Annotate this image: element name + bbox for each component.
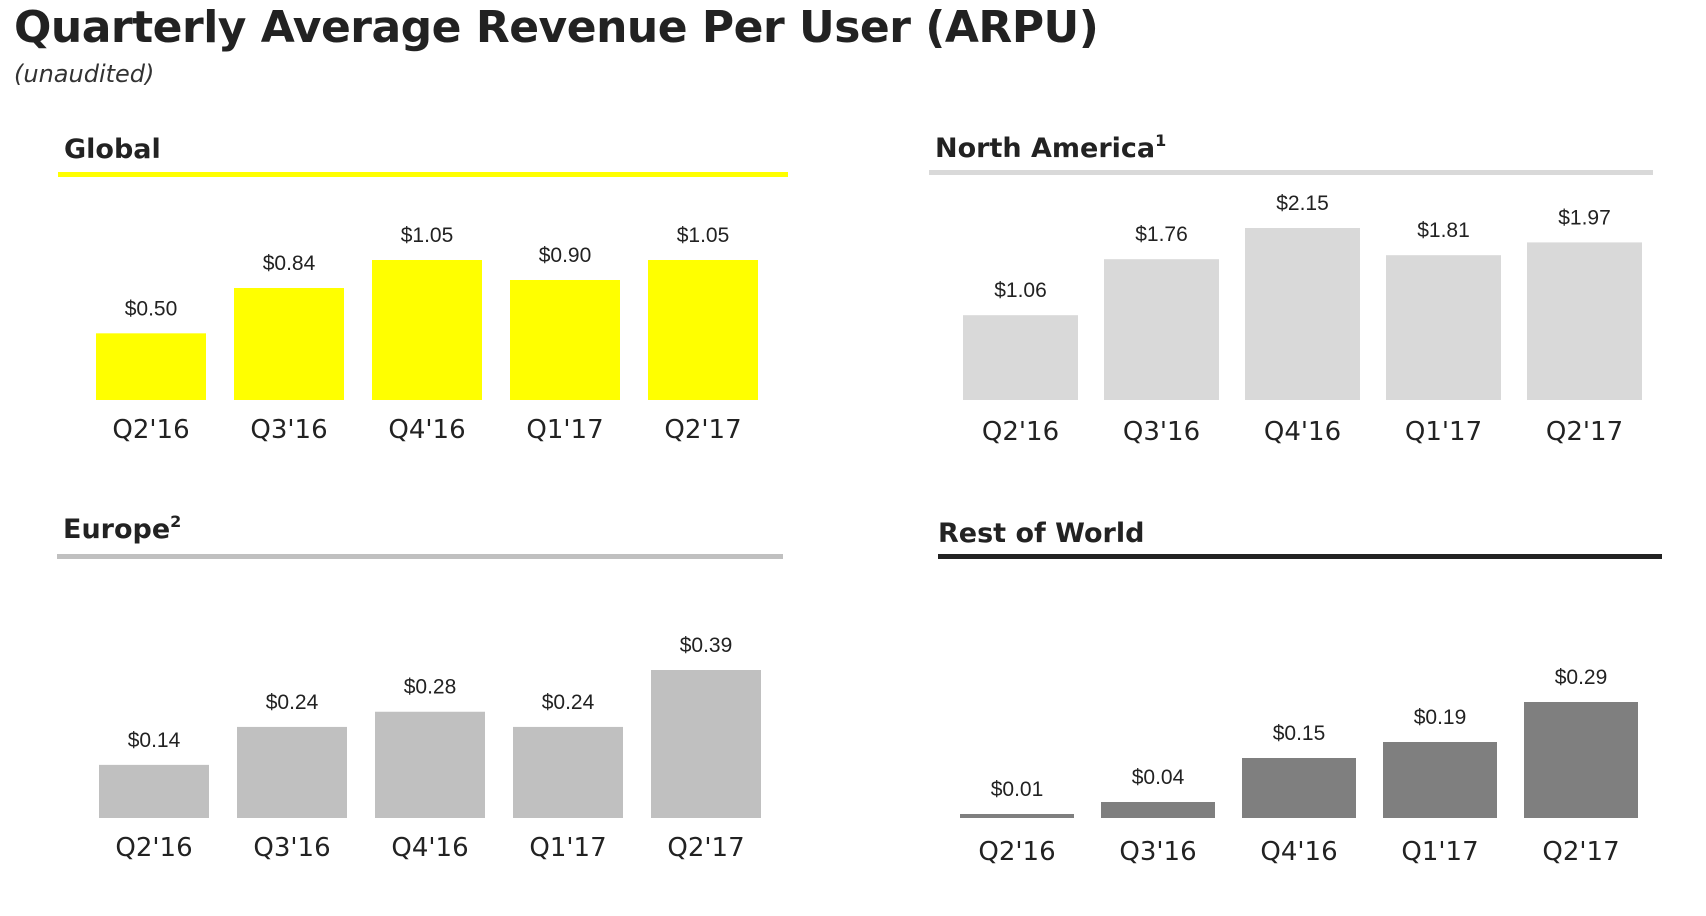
panel-title-rule bbox=[58, 172, 788, 177]
europe-arpu-panel: Europe2 $0.14 Q2'16 $0.24 Q3'16 $0.28 Q4'16 $0… bbox=[57, 500, 783, 880]
bar-value-label: $0.14 bbox=[128, 729, 181, 752]
panel-title: North America1 bbox=[935, 131, 1167, 164]
panel-title-text: Rest of World bbox=[938, 518, 1145, 549]
category-label: Q3'16 bbox=[253, 833, 330, 863]
bar-q1-17 bbox=[1386, 255, 1501, 400]
north-america-arpu-panel: North America1 $1.06 Q2'16 $1.76 Q3'16 $2.15… bbox=[929, 120, 1653, 485]
page-subtitle: (unaudited) bbox=[14, 60, 155, 88]
bar-value-label: $0.15 bbox=[1273, 722, 1326, 745]
bar-q2-16 bbox=[960, 814, 1074, 818]
bar-value-label: $0.24 bbox=[266, 691, 319, 714]
panel-title-text: North America bbox=[935, 133, 1156, 164]
category-label: Q4'16 bbox=[391, 833, 468, 863]
bar-value-label: $1.81 bbox=[1417, 219, 1470, 242]
category-label: Q4'16 bbox=[1264, 417, 1341, 447]
category-label: Q2'16 bbox=[115, 833, 192, 863]
category-label: Q1'17 bbox=[529, 833, 606, 863]
category-label: Q3'16 bbox=[250, 415, 327, 445]
category-label: Q2'16 bbox=[978, 837, 1055, 867]
category-label: Q1'17 bbox=[526, 415, 603, 445]
panel-title-text: Europe bbox=[63, 514, 171, 545]
category-label: Q2'17 bbox=[664, 415, 741, 445]
bar-value-label: $0.28 bbox=[404, 676, 457, 699]
bar-q2-16 bbox=[96, 333, 206, 400]
rest-of-world-arpu-chart: $0.01 Q2'16 $0.04 Q3'16 $0.15 Q4'16 $0.19 Q1'17… bbox=[960, 666, 1638, 867]
category-label: Q2'17 bbox=[667, 833, 744, 863]
bar-value-label: $0.24 bbox=[542, 691, 595, 714]
category-label: Q4'16 bbox=[1260, 837, 1337, 867]
panel-title: Global bbox=[64, 134, 161, 165]
bar-q4-16 bbox=[372, 260, 482, 400]
bar-q3-16 bbox=[1104, 259, 1219, 400]
bar-q2-17 bbox=[651, 670, 761, 818]
bar-value-label: $2.15 bbox=[1276, 192, 1329, 215]
category-label: Q1'17 bbox=[1401, 837, 1478, 867]
bar-value-label: $1.97 bbox=[1558, 206, 1611, 229]
bar-q3-16 bbox=[234, 288, 344, 400]
panel-title-rule bbox=[57, 554, 783, 559]
category-label: Q3'16 bbox=[1123, 417, 1200, 447]
bar-value-label: $0.01 bbox=[991, 778, 1044, 801]
bar-value-label: $0.90 bbox=[539, 244, 592, 267]
bar-value-label: $0.29 bbox=[1555, 666, 1608, 689]
category-label: Q2'17 bbox=[1546, 417, 1623, 447]
bar-q4-16 bbox=[1242, 758, 1356, 818]
panel-title-footnote: 1 bbox=[1155, 131, 1167, 150]
bar-q2-17 bbox=[1527, 242, 1642, 400]
bar-q3-16 bbox=[237, 726, 347, 818]
bar-value-label: $0.04 bbox=[1132, 766, 1185, 789]
bar-value-label: $0.19 bbox=[1414, 706, 1467, 729]
bar-value-label: $1.05 bbox=[677, 224, 730, 247]
bar-q2-16 bbox=[963, 315, 1078, 400]
bar-q2-17 bbox=[648, 260, 758, 400]
bar-value-label: $1.06 bbox=[994, 279, 1047, 302]
category-label: Q3'16 bbox=[1119, 837, 1196, 867]
category-label: Q1'17 bbox=[1405, 417, 1482, 447]
bar-q4-16 bbox=[1245, 228, 1360, 400]
category-label: Q4'16 bbox=[388, 415, 465, 445]
category-label: Q2'17 bbox=[1542, 837, 1619, 867]
bar-q4-16 bbox=[375, 711, 485, 818]
bar-value-label: $1.05 bbox=[401, 224, 454, 247]
panel-title-text: Global bbox=[64, 134, 161, 165]
bar-q1-17 bbox=[513, 726, 623, 818]
category-label: Q2'16 bbox=[112, 415, 189, 445]
panel-title-rule bbox=[929, 170, 1653, 175]
bar-value-label: $0.39 bbox=[680, 634, 733, 657]
bar-value-label: $0.84 bbox=[263, 252, 316, 275]
panel-title: Europe2 bbox=[63, 512, 182, 545]
bar-value-label: $1.76 bbox=[1135, 223, 1188, 246]
bar-value-label: $0.50 bbox=[125, 297, 178, 320]
global-arpu-chart: $0.50 Q2'16 $0.84 Q3'16 $1.05 Q4'16 $0.90 Q1'17… bbox=[96, 224, 758, 445]
page-title: Quarterly Average Revenue Per User (ARPU… bbox=[14, 2, 1099, 53]
north-america-arpu-chart: $1.06 Q2'16 $1.76 Q3'16 $2.15 Q4'16 $1.81 Q1'17… bbox=[963, 192, 1642, 447]
bar-q1-17 bbox=[1383, 742, 1497, 818]
europe-arpu-chart: $0.14 Q2'16 $0.24 Q3'16 $0.28 Q4'16 $0.24 Q1'17… bbox=[99, 634, 761, 863]
rest-of-world-arpu-panel: Rest of World $0.01 Q2'16 $0.04 Q3'16 $0.15 Q… bbox=[938, 500, 1662, 880]
panel-title-rule bbox=[938, 554, 1662, 559]
bar-q3-16 bbox=[1101, 802, 1215, 818]
category-label: Q2'16 bbox=[982, 417, 1059, 447]
panel-title-footnote: 2 bbox=[170, 512, 182, 531]
global-arpu-panel: Global $0.50 Q2'16 $0.84 Q3'16 $1.05 Q4'16 $0.… bbox=[58, 120, 788, 485]
bar-q1-17 bbox=[510, 280, 620, 400]
bar-q2-17 bbox=[1524, 702, 1638, 818]
panel-title: Rest of World bbox=[938, 518, 1144, 549]
bar-q2-16 bbox=[99, 764, 209, 818]
